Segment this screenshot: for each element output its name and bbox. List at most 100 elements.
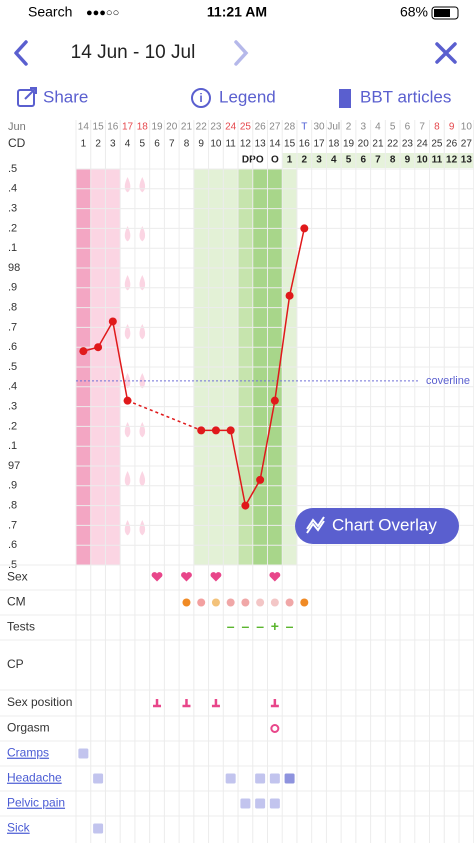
share-button[interactable] — [17, 87, 37, 107]
cm-icon — [182, 598, 191, 607]
cd-number: 19 — [343, 139, 355, 150]
orgasm-icon — [270, 724, 280, 733]
symptom-square — [255, 798, 266, 809]
row-label[interactable]: Headache — [7, 771, 62, 785]
cd-number: 6 — [154, 139, 160, 150]
symptom-square — [225, 773, 236, 784]
temperature-point — [241, 501, 250, 510]
signal: ●●●○○ — [86, 7, 119, 19]
date-label: 25 — [240, 122, 252, 133]
share-label[interactable]: Share — [43, 87, 88, 106]
y-tick-label: .9 — [8, 282, 17, 294]
cd-number: 8 — [184, 139, 190, 150]
overlay-label[interactable]: Chart Overlay — [332, 515, 437, 534]
articles-label[interactable]: BBT articles — [360, 87, 451, 106]
y-tick-label: .9 — [8, 480, 17, 492]
row-label[interactable]: Cramps — [7, 746, 49, 760]
row-label[interactable]: Sick — [7, 821, 31, 835]
test-mark: – — [227, 618, 235, 634]
date-label: 19 — [151, 122, 163, 133]
legend-icon-i: i — [199, 91, 202, 105]
share-icon — [17, 89, 35, 107]
cm-icon — [270, 598, 279, 607]
overlay-button[interactable] — [295, 508, 459, 544]
spotting-drop — [124, 520, 131, 536]
cd-number: 21 — [372, 139, 384, 150]
month-label: Jun — [8, 121, 26, 133]
row-label[interactable]: Pelvic pain — [7, 796, 65, 810]
dpo-number: 13 — [461, 155, 473, 166]
cd-number: 1 — [81, 139, 87, 150]
articles-icon[interactable] — [339, 89, 351, 108]
cd-label: CD — [8, 136, 26, 150]
date-label: 27 — [269, 122, 281, 133]
cd-number: 25 — [431, 139, 443, 150]
y-tick-label: .3 — [8, 203, 17, 215]
spotting-drop — [139, 226, 146, 242]
temperature-point — [226, 426, 235, 435]
spotting-drop — [124, 226, 131, 242]
row-label: Sex position — [7, 695, 72, 709]
cd-number: 4 — [125, 139, 131, 150]
date-label: 30 — [313, 122, 325, 133]
date-label: 6 — [405, 122, 411, 133]
cd-number: 3 — [110, 139, 116, 150]
cm-icon — [241, 598, 250, 607]
legend-label[interactable]: Legend — [219, 87, 276, 106]
cd-number: 24 — [417, 139, 429, 150]
share-arrow — [24, 87, 37, 100]
cd-number: 12 — [240, 139, 252, 150]
cm-icon — [211, 598, 220, 607]
symptom-square — [269, 773, 280, 784]
date-label: 15 — [93, 122, 105, 133]
symptom-square — [269, 798, 280, 809]
date-label: 7 — [419, 122, 425, 133]
spotting-drop — [124, 275, 131, 291]
test-mark: – — [241, 618, 249, 634]
temperature-point — [270, 396, 279, 405]
position-icon — [182, 699, 191, 708]
cm-icon — [300, 598, 309, 607]
coverline-label: coverline — [426, 375, 470, 387]
row-label: Sex — [7, 570, 28, 584]
close-button[interactable] — [435, 42, 457, 64]
prev-button[interactable] — [14, 40, 28, 66]
cd-number: 22 — [387, 139, 399, 150]
temperature-point — [94, 343, 103, 352]
carrier: Search — [28, 4, 72, 20]
symptom-square — [93, 823, 104, 834]
date-label: T — [301, 122, 307, 133]
date-label: 20 — [166, 122, 178, 133]
temperature-point — [300, 224, 309, 233]
spotting-drop — [139, 471, 146, 487]
clock: 11:21 AM — [207, 4, 267, 20]
cd-number: 13 — [255, 139, 267, 150]
y-tick-label: 98 — [8, 262, 20, 274]
date-label: Jul — [327, 122, 340, 133]
next-button[interactable] — [234, 40, 249, 66]
row-label: CP — [7, 657, 24, 671]
row-label: Tests — [7, 620, 35, 634]
cm-icon — [197, 598, 206, 607]
y-tick-label: .7 — [8, 321, 17, 333]
spotting-drop — [124, 471, 131, 487]
dpo-number: 5 — [346, 155, 352, 166]
position-icon — [153, 699, 162, 708]
battery-icon — [431, 6, 459, 20]
y-tick-label: .4 — [8, 381, 17, 393]
position-icon — [211, 699, 220, 708]
y-tick-label: .2 — [8, 222, 17, 234]
date-label: 10 — [461, 122, 473, 133]
date-label: 5 — [390, 122, 396, 133]
date-label: 9 — [449, 122, 455, 133]
heart-icon — [151, 572, 163, 582]
cd-number: 27 — [461, 139, 473, 150]
legend-icon[interactable] — [191, 88, 211, 108]
date-label: 24 — [225, 122, 237, 133]
dpo-number: 11 — [432, 155, 443, 166]
dpo-number: 4 — [331, 155, 337, 166]
cm-icon — [285, 598, 294, 607]
date-label: 22 — [196, 122, 208, 133]
heart-icon — [210, 572, 222, 582]
date-label: 16 — [107, 122, 119, 133]
